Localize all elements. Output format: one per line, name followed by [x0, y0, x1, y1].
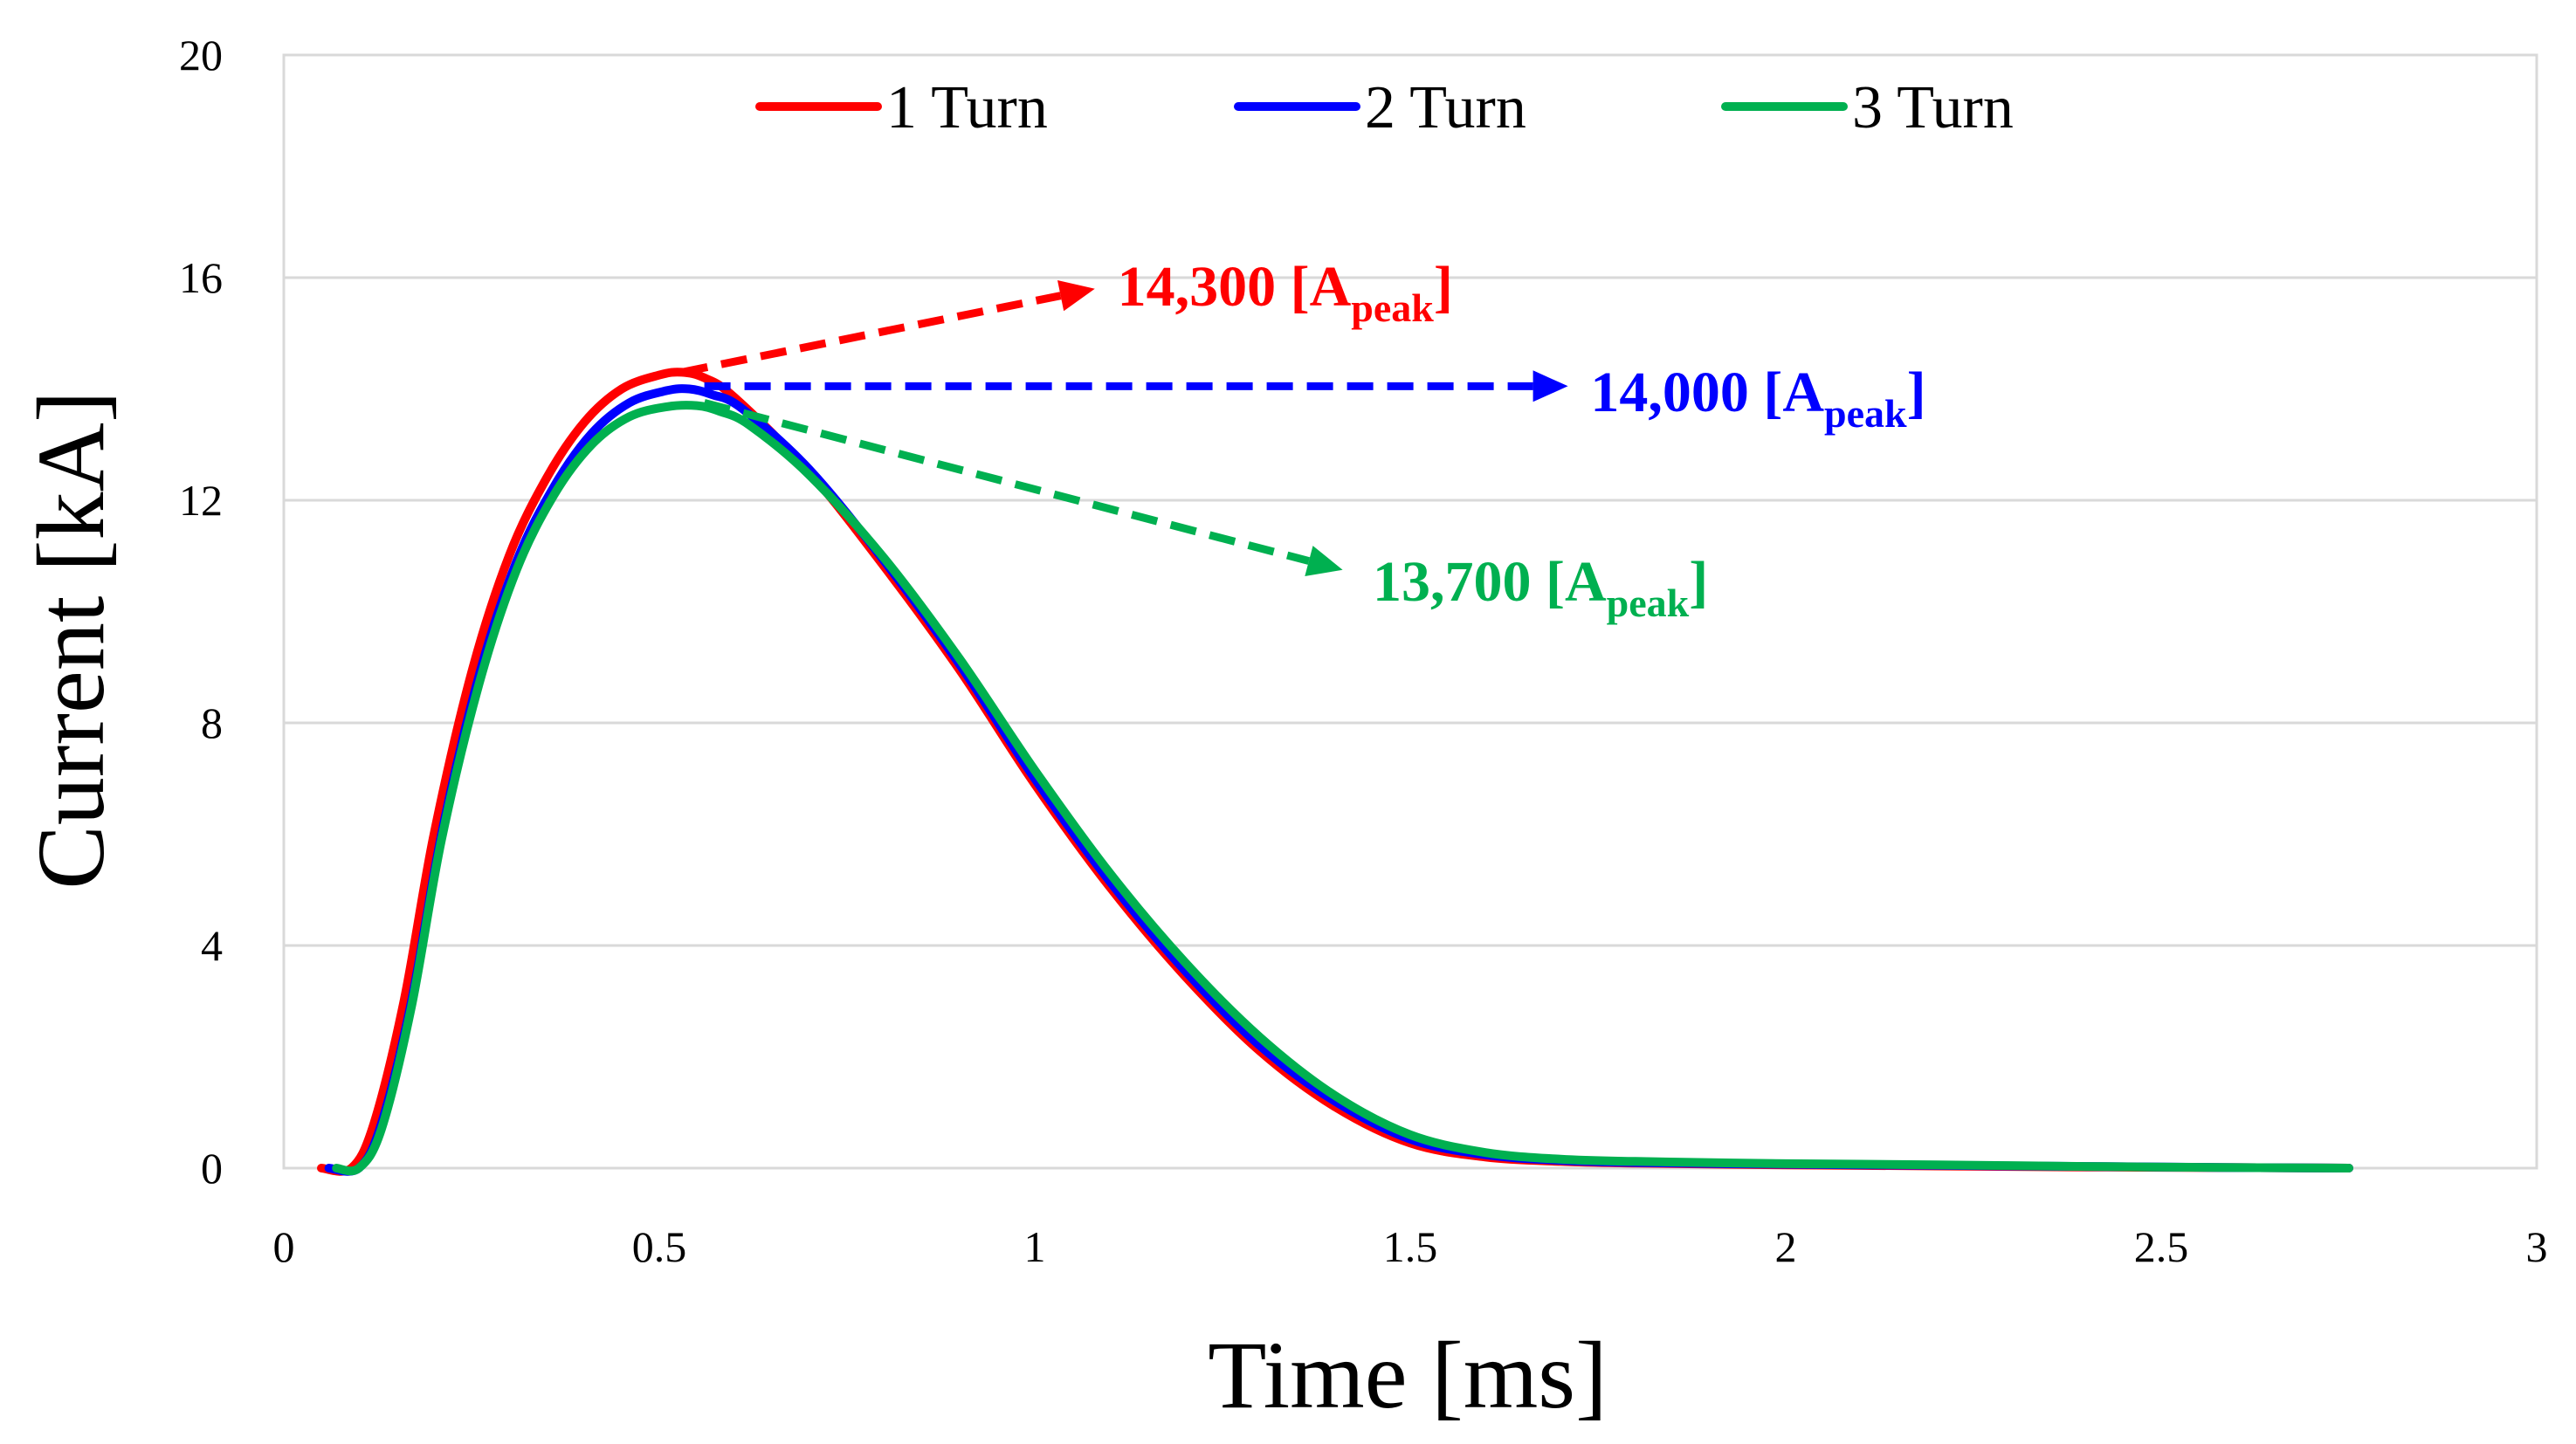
legend-label-3-turn: 3 Turn: [1852, 74, 2014, 141]
x-axis-title: Time [ms]: [1208, 1322, 1607, 1428]
legend-label-1-turn: 1 Turn: [886, 74, 1048, 141]
series-lines: [317, 368, 2353, 1176]
peak-label-1: 14,300 [Apeak]: [1118, 255, 1453, 330]
x-tick-label: 1.5: [1383, 1222, 1438, 1271]
peak-label-3: 13,700 [Apeak]: [1373, 550, 1708, 625]
grid-layer: [282, 53, 2538, 1170]
y-tick-label: 12: [179, 476, 223, 525]
peak-annotations: 14,300 [Apeak] 14,000 [Apeak] 13,700 [Apea…: [680, 255, 1926, 625]
peak-arrow-3: [703, 399, 1311, 565]
x-tick-label: 1: [1024, 1222, 1046, 1271]
peak-arrowhead-1: [1057, 280, 1095, 312]
peak-arrowhead-3: [1305, 546, 1343, 576]
y-tick-label: 20: [179, 31, 223, 79]
y-tick-label: 0: [201, 1144, 223, 1193]
y-tick-label: 16: [179, 253, 223, 302]
series-line-3-turn: [332, 401, 2353, 1176]
x-tick-labels: 0 0.5 1 1.5 2 2.5 3: [273, 1222, 2548, 1271]
peak-label-2: 14,000 [Apeak]: [1590, 361, 1925, 436]
x-tick-label: 2: [1775, 1222, 1797, 1271]
legend: 1 Turn 2 Turn 3 Turn: [755, 74, 2014, 141]
x-tick-label: 0: [273, 1222, 295, 1271]
peak-arrow-1: [680, 292, 1062, 376]
y-tick-labels: 0 4 8 12 16 20: [179, 31, 223, 1193]
legend-label-2-turn: 2 Turn: [1365, 74, 1526, 141]
series-line-2-turn: [324, 384, 2353, 1176]
y-axis-title: Current [kA]: [17, 390, 124, 889]
peak-arrowhead-2: [1533, 370, 1568, 402]
x-tick-label: 2.5: [2134, 1222, 2189, 1271]
y-tick-label: 4: [201, 921, 223, 970]
plot-frame: [282, 53, 2538, 1170]
x-tick-label: 0.5: [632, 1222, 687, 1271]
y-tick-label: 8: [201, 698, 223, 747]
series-line-1-turn: [317, 368, 2353, 1176]
x-tick-label: 3: [2526, 1222, 2548, 1271]
